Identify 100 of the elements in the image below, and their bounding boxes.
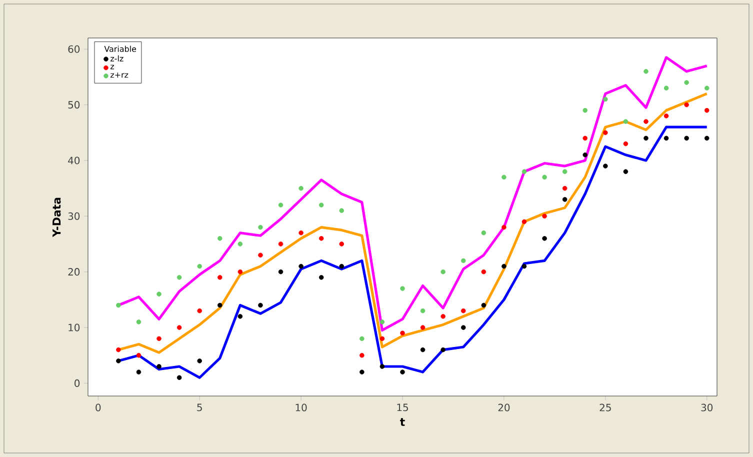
point — [360, 370, 364, 374]
point — [623, 119, 628, 124]
point — [116, 347, 121, 352]
point — [258, 252, 263, 258]
point — [218, 302, 222, 308]
point — [339, 242, 344, 246]
point — [562, 169, 568, 174]
point — [582, 136, 588, 141]
point — [318, 202, 324, 208]
point — [298, 230, 304, 236]
point — [116, 358, 121, 364]
point — [238, 269, 243, 274]
point — [197, 358, 202, 364]
point — [298, 264, 304, 269]
point — [644, 136, 648, 141]
y-axis-title: Y-Data — [52, 198, 61, 238]
y-tick-label: 50 — [68, 101, 80, 109]
point — [460, 258, 466, 264]
point — [400, 286, 405, 291]
point — [116, 302, 121, 308]
point — [420, 347, 426, 352]
point — [603, 130, 608, 136]
point — [460, 308, 466, 314]
point — [258, 302, 263, 308]
point — [298, 186, 304, 191]
point — [644, 69, 648, 74]
point — [339, 208, 344, 213]
y-tick-label: 0 — [74, 379, 80, 387]
point — [562, 197, 568, 202]
point — [522, 264, 527, 269]
y-tick-label: 20 — [68, 268, 80, 276]
point — [603, 164, 608, 168]
point — [704, 136, 710, 141]
point — [502, 264, 506, 269]
point — [481, 302, 486, 308]
x-tick-label: 5 — [197, 404, 202, 412]
point — [197, 264, 202, 269]
point — [380, 336, 385, 342]
point — [684, 102, 689, 108]
point — [400, 370, 405, 374]
point — [420, 325, 426, 330]
point — [440, 269, 446, 274]
point — [176, 325, 182, 330]
point — [623, 169, 628, 174]
point — [704, 86, 710, 90]
point — [522, 219, 527, 224]
point — [684, 80, 689, 85]
point — [664, 136, 669, 141]
point — [704, 108, 710, 113]
point — [218, 236, 222, 241]
point — [318, 275, 324, 280]
point — [542, 214, 547, 219]
point — [582, 108, 588, 113]
point — [176, 375, 182, 380]
point — [238, 242, 243, 246]
x-tick-label: 30 — [701, 404, 713, 412]
point — [278, 269, 284, 274]
point — [258, 224, 263, 230]
point — [400, 330, 405, 336]
point — [542, 174, 547, 180]
point — [176, 275, 182, 280]
x-tick-label: 10 — [296, 404, 307, 412]
point — [136, 370, 142, 374]
point — [644, 119, 648, 124]
point — [502, 174, 506, 180]
y-tick-label: 10 — [68, 324, 80, 332]
point — [420, 308, 426, 314]
point — [664, 114, 669, 118]
point — [360, 336, 364, 342]
x-tick-label: 25 — [600, 404, 611, 412]
point — [582, 152, 588, 158]
point — [440, 347, 446, 352]
point — [339, 264, 344, 269]
point — [542, 236, 547, 241]
point — [502, 224, 506, 230]
point — [684, 136, 689, 141]
x-tick-label: 0 — [96, 404, 101, 412]
point — [380, 364, 385, 369]
point — [278, 202, 284, 208]
point — [156, 364, 162, 369]
point — [136, 352, 142, 358]
point — [460, 325, 466, 330]
point — [156, 336, 162, 342]
point — [481, 230, 486, 236]
point — [278, 242, 284, 246]
point — [562, 186, 568, 191]
point — [380, 320, 385, 324]
point — [318, 236, 324, 241]
point — [603, 96, 608, 102]
point — [481, 269, 486, 274]
x-tick-label: 20 — [498, 404, 510, 412]
point — [238, 314, 243, 319]
point — [360, 352, 364, 358]
point — [197, 308, 202, 314]
y-tick-label: 40 — [68, 156, 80, 164]
point — [136, 320, 142, 324]
y-tick-label: 60 — [68, 45, 80, 53]
point — [440, 314, 446, 319]
point — [623, 141, 628, 146]
x-axis-title: t — [400, 418, 405, 426]
